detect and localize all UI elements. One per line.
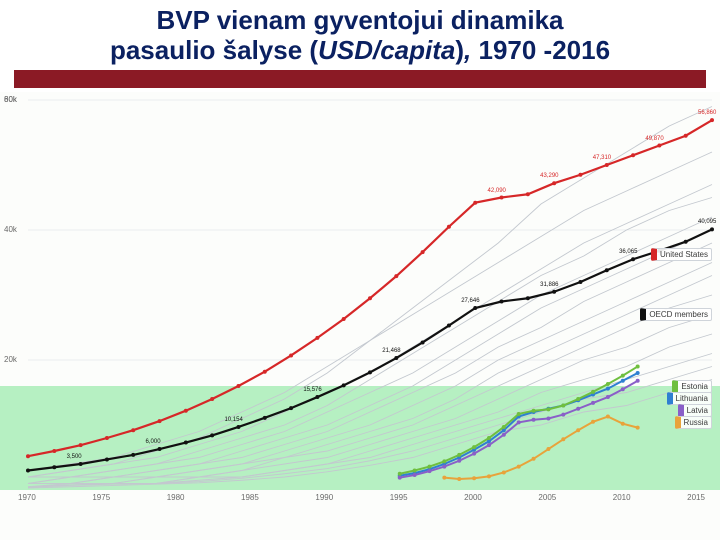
line-chart-svg — [0, 92, 720, 540]
x-tick-label: 2015 — [687, 493, 705, 502]
y-tick-label: 20k — [4, 355, 17, 364]
x-tick-label: 1980 — [167, 493, 185, 502]
x-tick-label: 2005 — [538, 493, 556, 502]
accent-bar — [14, 70, 706, 88]
y-tick-label: 40k — [4, 225, 17, 234]
x-tick-label: 1995 — [390, 493, 408, 502]
legend-item: United States — [651, 248, 712, 261]
title-line2-a: pasaulio šalyse — [110, 35, 309, 65]
chart-area: 20k40k60k80k1970197519801985199019952000… — [0, 92, 720, 540]
x-tick-label: 1975 — [92, 493, 110, 502]
legend-item: OECD members — [640, 308, 712, 321]
title-line1: BVP vienam gyventojui dinamika — [157, 5, 564, 35]
slide-title: BVP vienam gyventojui dinamika pasaulio … — [0, 0, 720, 68]
title-units: USD/capita — [318, 35, 455, 65]
y-tick-label: 80k — [4, 95, 17, 104]
x-tick-label: 1970 — [18, 493, 36, 502]
title-years: 1970 -2016 — [478, 35, 610, 65]
x-tick-label: 1990 — [315, 493, 333, 502]
legend-item: Russia — [675, 416, 712, 429]
x-tick-label: 2000 — [464, 493, 482, 502]
x-tick-label: 2010 — [613, 493, 631, 502]
x-tick-label: 1985 — [241, 493, 259, 502]
